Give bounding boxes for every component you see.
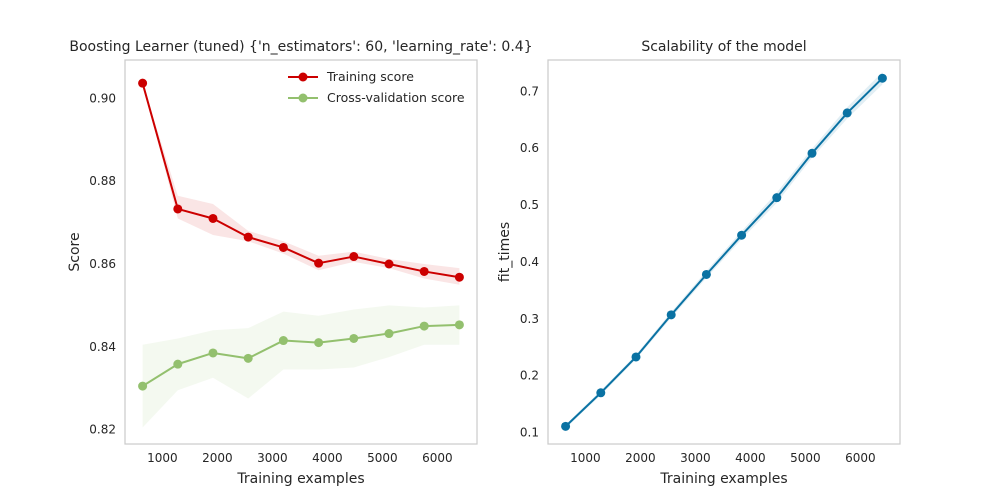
learning-curve-frame <box>124 59 478 445</box>
scalability-ytick-label: 0.1 <box>520 426 539 440</box>
scalability-ytick-label: 0.4 <box>520 255 539 269</box>
learning-curve-series-1-point <box>454 320 464 330</box>
scalability-xtick-label: 3000 <box>680 451 711 465</box>
scalability-xtick-label: 2000 <box>625 451 656 465</box>
scalability-ylabel: fit_times <box>497 222 513 282</box>
legend-training-marker <box>298 72 308 82</box>
learning-curve-series-0-point <box>314 258 324 268</box>
learning-curve-panel: Boosting Learner (tuned) {'n_estimators'… <box>67 39 533 487</box>
scalability-ytick-label: 0.2 <box>520 369 539 383</box>
learning-curve-series-line-0 <box>141 82 460 279</box>
scalability-series-0-point <box>666 310 676 320</box>
learning-curve-series-1-point <box>349 333 359 343</box>
scalability-series-0-point <box>701 269 711 279</box>
scalability-frame <box>547 59 901 445</box>
learning-curve-series-0-point <box>384 259 394 269</box>
legend-cv-marker <box>298 93 308 103</box>
scalability-xtick-label: 1000 <box>570 451 601 465</box>
learning-curve-band-1 <box>142 305 460 428</box>
learning-curve-plot-area: 1000 2000 3000 4000 5000 6000 0.82 0.84 0.86 0.88… <box>89 59 478 465</box>
scalability-series-0-point <box>596 388 606 398</box>
learning-curve-ytick-label: 0.90 <box>89 91 116 105</box>
learning-curve-series-0-point <box>454 272 464 282</box>
scalability-xtick-label: 4000 <box>735 451 766 465</box>
scalability-ytick-label: 0.3 <box>520 312 539 326</box>
scalability-series-0-point <box>631 352 641 362</box>
scalability-title: Scalability of the model <box>641 39 806 55</box>
scalability-series-0-point <box>842 108 852 118</box>
learning-curve-xtick-label: 6000 <box>422 451 453 465</box>
scalability-series-0-point <box>877 73 887 83</box>
learning-curve-series-1-point <box>173 359 183 369</box>
learning-curve-ylabel: Score <box>67 232 83 271</box>
learning-curve-series-0-point <box>349 252 359 262</box>
learning-curve-xtick-label: 3000 <box>257 451 288 465</box>
scalability-ytick-label: 0.7 <box>520 84 539 98</box>
learning-curve-legend: Training score Cross-validation score <box>288 69 465 105</box>
learning-curve-series-0-point <box>208 213 218 223</box>
learning-curve-title: Boosting Learner (tuned) {'n_estimators'… <box>69 39 532 55</box>
legend-training-label: Training score <box>326 69 414 84</box>
learning-curve-series-1-point <box>419 321 429 331</box>
scalability-series-0-point <box>772 193 782 203</box>
learning-curve-xtick-label: 4000 <box>312 451 343 465</box>
learning-curve-series-0-point <box>278 242 288 252</box>
scalability-series-0-point <box>561 421 571 431</box>
learning-curve-series-0-point <box>419 266 429 276</box>
learning-curve-ytick-label: 0.82 <box>89 423 116 437</box>
scalability-xtick-label: 5000 <box>790 451 821 465</box>
learning-curve-xtick-label: 2000 <box>202 451 233 465</box>
learning-curve-xtick-label: 5000 <box>367 451 398 465</box>
learning-curve-series-1-point <box>314 338 324 348</box>
learning-curve-series-1-point <box>278 336 288 346</box>
learning-curve-ytick-label: 0.84 <box>89 340 116 354</box>
scalability-ytick-label: 0.5 <box>520 198 539 212</box>
scalability-xtick-label: 6000 <box>845 451 876 465</box>
learning-curve-series-1-point <box>208 348 218 358</box>
learning-curve-xlabel: Training examples <box>236 471 364 487</box>
scalability-panel: Scalability of the model Training exampl… <box>497 39 901 487</box>
learning-curve-ytick-label: 0.86 <box>89 257 116 271</box>
learning-curve-series-1-point <box>138 381 148 391</box>
learning-curve-ytick-label: 0.88 <box>89 174 116 188</box>
learning-curve-series-1-point <box>384 329 394 339</box>
learning-curve-series-0-point <box>138 78 148 88</box>
learning-curve-series-0-point <box>173 204 183 214</box>
scalability-band-0 <box>565 71 883 429</box>
scalability-series-0-point <box>737 230 747 240</box>
learning-curve-series-1-point <box>243 353 253 363</box>
scalability-ytick-label: 0.6 <box>520 141 539 155</box>
legend-cv-label: Cross-validation score <box>327 90 465 105</box>
scalability-series-0-point <box>807 148 817 158</box>
scalability-xlabel: Training examples <box>659 471 787 487</box>
learning-curve-series-line-1 <box>142 323 460 387</box>
scalability-plot-area: 1000 2000 3000 4000 5000 6000 0.1 0.2 0.3 0.4 0.5 0… <box>520 59 901 465</box>
learning-curve-series-0-point <box>243 232 253 242</box>
learning-curve-band-0 <box>142 83 460 285</box>
scalability-series-line-0 <box>564 77 884 428</box>
learning-curve-xtick-label: 1000 <box>147 451 178 465</box>
